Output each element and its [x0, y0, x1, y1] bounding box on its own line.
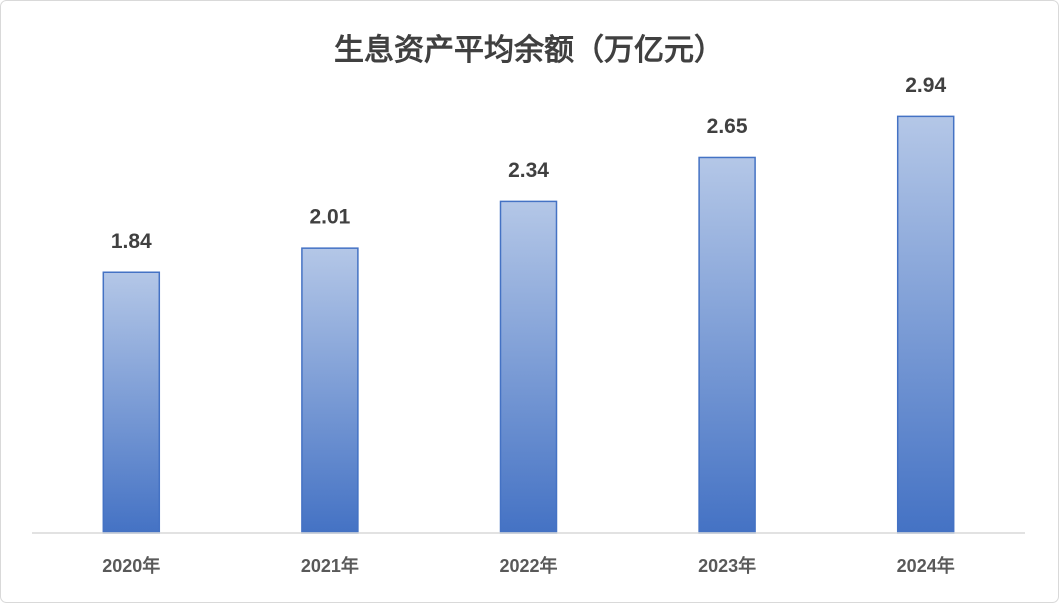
bar: [102, 271, 161, 534]
data-label: 2.01: [309, 206, 350, 229]
bar: [301, 247, 359, 534]
x-tick-label: 2021年: [301, 555, 359, 576]
data-label: 2.94: [905, 74, 946, 97]
data-label: 2.34: [508, 159, 549, 182]
x-tick-label: 2022年: [499, 555, 557, 576]
x-tick-label: 2020年: [102, 555, 160, 576]
bar: [698, 156, 756, 534]
data-label: 2.65: [707, 115, 748, 138]
chart-title: 生息资产平均余额（万亿元）: [334, 33, 724, 67]
bar: [896, 115, 955, 534]
data-label: 1.84: [111, 230, 152, 253]
x-tick-label: 2023年: [698, 555, 756, 576]
bar: [499, 200, 558, 534]
x-tick-label: 2024年: [897, 555, 955, 576]
